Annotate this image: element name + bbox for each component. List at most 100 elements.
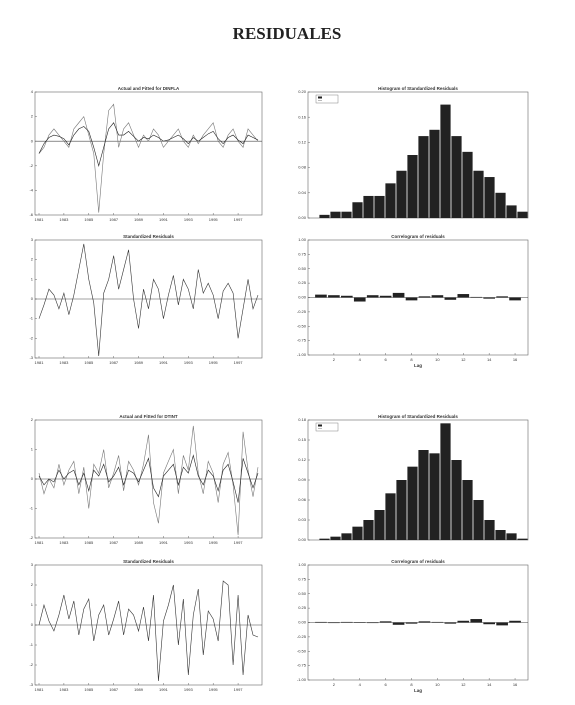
y-tick-label: -2 <box>29 662 33 667</box>
y-tick-label: -2 <box>29 335 33 340</box>
correlogram-bar <box>315 621 327 623</box>
correlogram-bar <box>405 297 418 301</box>
correlogram-bar <box>431 295 444 298</box>
x-tick-label: 1983 <box>59 540 69 545</box>
page-title: RESIDUALES <box>233 24 342 43</box>
chart-title: Standardized Residuals <box>123 234 174 239</box>
plot-frame <box>34 91 263 216</box>
x-tick-label: 1989 <box>134 217 144 222</box>
legend-swatch <box>318 96 322 99</box>
correlogram-bar <box>509 620 521 623</box>
y-tick-label: 0 <box>31 138 34 143</box>
y-tick-label: 0 <box>31 622 34 627</box>
plot-frame <box>307 91 529 219</box>
y-tick-label: -0.25 <box>297 309 307 314</box>
correlogram-bar <box>418 296 431 298</box>
histogram-bar <box>495 530 506 540</box>
x-tick-label: 1989 <box>134 687 144 692</box>
series-line <box>38 580 259 682</box>
correlogram-bar <box>496 296 508 298</box>
y-tick-label: 2 <box>31 582 34 587</box>
x-tick-label: 1997 <box>234 540 244 545</box>
x-tick-label: 6 <box>385 357 388 362</box>
y-tick-label: -6 <box>29 212 33 217</box>
correlogram-bar <box>483 297 495 299</box>
y-tick-label: 0.18 <box>298 417 307 422</box>
y-tick-label: 2 <box>31 417 34 422</box>
series-line <box>38 122 259 167</box>
x-tick-label: 1993 <box>184 217 194 222</box>
y-tick-label: 2 <box>31 114 34 119</box>
x-tick-label: 1985 <box>84 540 94 545</box>
y-tick-label: -0.75 <box>297 663 307 668</box>
x-tick-label: 1991 <box>159 360 169 365</box>
y-tick-label: 0.12 <box>298 139 307 144</box>
correlogram-bar <box>431 621 444 623</box>
y-tick-label: -4 <box>29 187 33 192</box>
y-tick-label: 0.06 <box>298 497 307 502</box>
correlogram-bar <box>366 295 379 298</box>
y-tick-label: -1 <box>29 316 33 321</box>
x-tick-label: 1987 <box>109 687 119 692</box>
correlogram-bar <box>509 297 521 301</box>
histogram-bar <box>352 202 363 218</box>
correlogram-bar <box>405 622 418 624</box>
x-tick-label: 1995 <box>209 687 219 692</box>
x-tick-label: 12 <box>461 682 466 687</box>
x-tick-label: 16 <box>513 357 518 362</box>
x-tick-label: 1983 <box>59 687 69 692</box>
y-tick-label: -0.25 <box>297 634 307 639</box>
y-tick-label: 0.50 <box>298 591 307 596</box>
x-tick-label: 1983 <box>59 217 69 222</box>
histogram-bar <box>506 205 517 218</box>
y-tick-label: 0.08 <box>298 165 307 170</box>
y-tick-label: 0 <box>31 296 34 301</box>
x-tick-label: 4 <box>359 357 362 362</box>
plot-frame <box>307 419 529 541</box>
y-tick-label: -0.50 <box>297 648 307 653</box>
histogram-bar <box>440 104 451 218</box>
y-tick-label: -2 <box>29 163 33 168</box>
y-tick-label: -3 <box>29 682 33 687</box>
x-tick-label: 6 <box>385 682 388 687</box>
correlogram-bar <box>366 622 379 624</box>
legend <box>315 422 339 432</box>
histogram-bar <box>407 155 418 218</box>
histogram-bar <box>418 450 429 540</box>
y-tick-label: 0.00 <box>298 295 307 300</box>
x-tick-label: 16 <box>513 682 518 687</box>
y-tick-label: -1 <box>29 642 33 647</box>
x-tick-label: 10 <box>435 357 440 362</box>
x-tick-label: 1995 <box>209 217 219 222</box>
y-tick-label: 3 <box>31 237 34 242</box>
chart-title: Correlogram of residuals <box>391 559 445 564</box>
histogram-bar <box>484 520 495 540</box>
legend-box <box>315 94 339 104</box>
correlogram-bar <box>379 295 392 298</box>
series-line <box>38 425 259 536</box>
x-tick-label: 1985 <box>84 360 94 365</box>
x-tick-label: 1997 <box>234 217 244 222</box>
x-axis-label: Lag <box>414 363 422 368</box>
correlogram-bar <box>496 622 508 626</box>
y-tick-label: 0.09 <box>298 477 307 482</box>
x-tick-label: 1987 <box>109 217 119 222</box>
histogram-bar <box>473 170 484 218</box>
x-tick-label: 1997 <box>234 687 244 692</box>
y-tick-label: 1.00 <box>298 562 307 567</box>
histogram-bar <box>385 183 396 218</box>
y-tick-label: 0.75 <box>298 576 307 581</box>
y-tick-label: 0.16 <box>298 114 307 119</box>
correlogram-bar <box>341 295 353 298</box>
x-tick-label: 1981 <box>35 540 45 545</box>
y-tick-label: 0.12 <box>298 457 307 462</box>
correlogram-bar <box>392 292 405 298</box>
x-tick-label: 1985 <box>84 687 94 692</box>
y-tick-label: -1.00 <box>297 352 307 357</box>
y-tick-label: 4 <box>31 89 34 94</box>
y-tick-label: 0.00 <box>298 537 307 542</box>
correlogram-bar <box>353 622 366 623</box>
y-tick-label: 0.04 <box>298 190 307 195</box>
correlogram-bar <box>328 295 340 298</box>
